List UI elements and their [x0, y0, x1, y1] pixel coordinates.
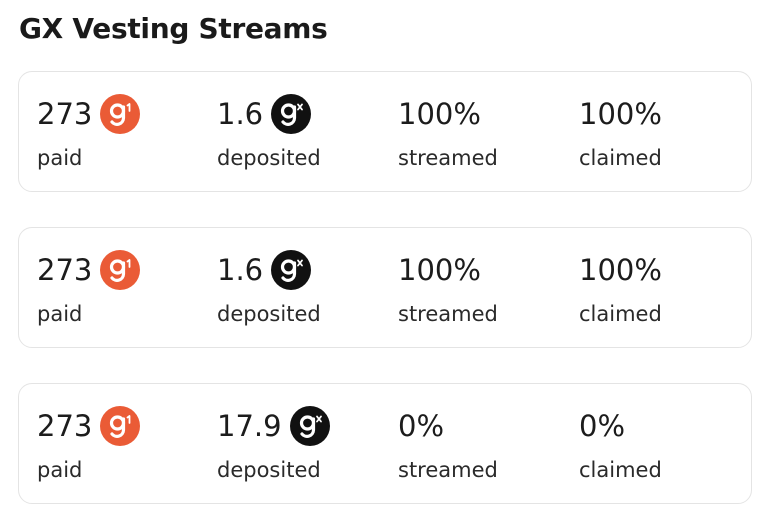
paid-label: paid — [37, 146, 83, 170]
claimed-label: claimed — [579, 302, 662, 326]
streamed-value: 100% — [398, 96, 481, 131]
streamed-value: 0% — [398, 408, 445, 443]
claimed-value: 0% — [579, 408, 626, 443]
g1-token-icon — [100, 406, 141, 446]
claimed-label: claimed — [579, 146, 662, 170]
paid-label: paid — [37, 302, 83, 326]
gx-token-icon — [271, 94, 312, 134]
page-title: GX Vesting Streams — [19, 12, 328, 45]
deposited-label: deposited — [217, 302, 321, 326]
paid-label: paid — [37, 458, 83, 482]
claimed-label: claimed — [579, 458, 662, 482]
stream-card[interactable]: 273 paid 1.6 deposited 100% streamed 100… — [18, 227, 752, 348]
paid-value: 273 — [37, 96, 93, 131]
streamed-value: 100% — [398, 252, 481, 287]
streamed-label: streamed — [398, 458, 498, 482]
deposited-label: deposited — [217, 458, 321, 482]
claimed-value: 100% — [579, 96, 662, 131]
deposited-value: 17.9 — [217, 408, 282, 443]
stream-card[interactable]: 273 paid 1.6 deposited 100% streamed 100… — [18, 71, 752, 192]
deposited-value: 1.6 — [217, 252, 264, 287]
g1-token-icon — [100, 250, 141, 290]
paid-value: 273 — [37, 252, 93, 287]
paid-value: 273 — [37, 408, 93, 443]
deposited-value: 1.6 — [217, 96, 264, 131]
streamed-label: streamed — [398, 146, 498, 170]
stream-card[interactable]: 273 paid 17.9 deposited 0% streamed 0% c… — [18, 383, 752, 504]
gx-token-icon — [289, 406, 330, 446]
deposited-label: deposited — [217, 146, 321, 170]
g1-token-icon — [100, 94, 141, 134]
streamed-label: streamed — [398, 302, 498, 326]
gx-token-icon — [271, 250, 312, 290]
claimed-value: 100% — [579, 252, 662, 287]
